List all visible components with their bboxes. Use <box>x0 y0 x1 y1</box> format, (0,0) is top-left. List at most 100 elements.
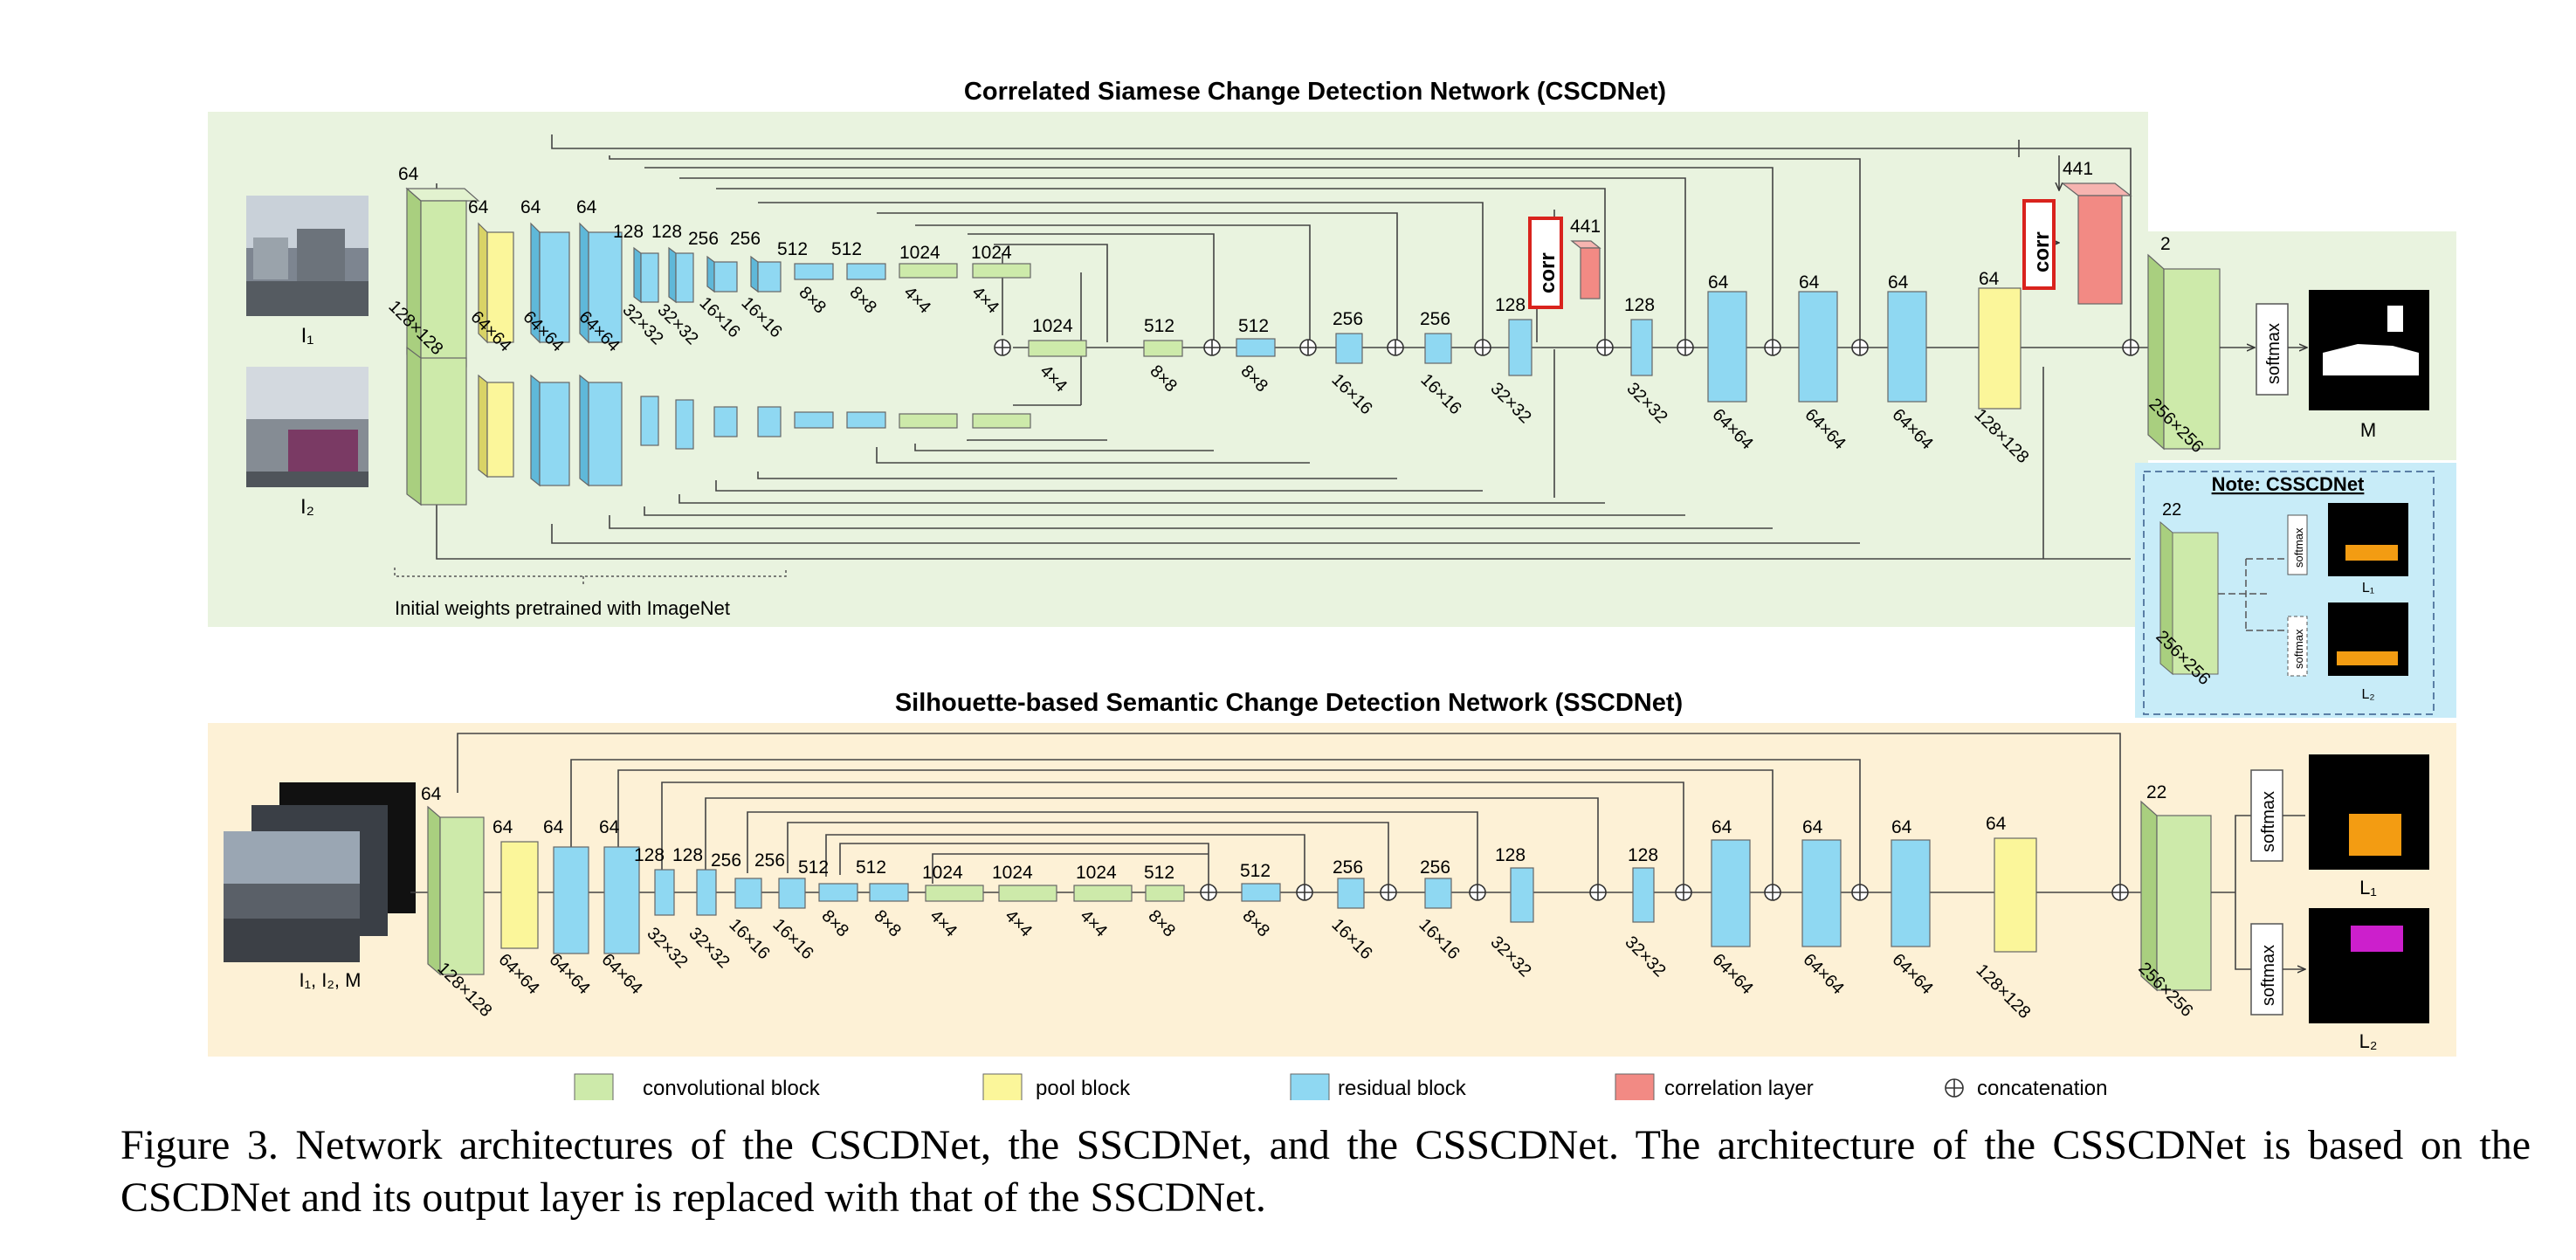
cscdnet-title: Correlated Siamese Change Detection Netw… <box>964 78 1666 106</box>
residual-block <box>579 374 589 487</box>
residual-block <box>778 878 806 909</box>
pretrain-bracket <box>394 568 787 587</box>
cscd-enc-channel-label: 1024 <box>971 243 1012 263</box>
cscd-dec-channel-label: 64 <box>1799 272 1820 293</box>
pool-block <box>478 374 488 479</box>
residual-block <box>1801 839 1842 947</box>
cscd-enc-channel-label: 64 <box>398 164 419 184</box>
residual-block <box>1510 867 1534 923</box>
residual-block <box>846 411 886 429</box>
sscd-channel-label: 64 <box>421 784 442 804</box>
cscdnet-output <box>2220 290 2429 410</box>
legend-label-concat: concatenation <box>1977 1077 2107 1100</box>
cscd-enc-channel-label: 512 <box>777 239 808 259</box>
note-title: Note: CSSCDNet <box>2212 473 2365 495</box>
cscd-dec-channel-label: 128 <box>1624 295 1655 315</box>
residual-block <box>1236 338 1276 357</box>
cscd-enc-channel-label: 512 <box>831 239 862 259</box>
residual-block <box>794 263 834 280</box>
sscd-channel-label: 128 <box>634 845 665 865</box>
cscd-dec-channel-label: 128 <box>1495 295 1526 315</box>
input-label-i1: I₁ <box>301 324 314 348</box>
sscd-softmax-box-2 <box>2250 923 2283 1016</box>
corr-box-1 <box>1528 217 1563 309</box>
residual-block <box>654 869 675 916</box>
sscd-channel-label: 512 <box>1240 861 1271 881</box>
sscd-channel-label: 64 <box>1712 817 1732 837</box>
legend-item-corr <box>1615 1073 1655 1100</box>
cscdnet-decoder <box>1028 182 2221 451</box>
residual-block <box>1891 839 1931 947</box>
cscd-enc-channel-label: 1024 <box>899 243 940 263</box>
softmax-label-cscd: softmax <box>2264 323 2283 384</box>
residual-block <box>750 255 759 293</box>
residual-block <box>675 399 694 450</box>
cscdnet-skip-lines <box>436 134 2132 560</box>
cscd-dec-channel-label: 256 <box>1333 309 1363 329</box>
sscd-channel-label: 1024 <box>992 863 1033 883</box>
conv-block <box>1145 885 1185 902</box>
note-output-label-2: L₂ <box>2361 687 2374 702</box>
pretrain-note: Initial weights pretrained with ImageNet <box>395 597 730 619</box>
residual-block <box>603 846 640 954</box>
residual-block <box>1508 319 1533 376</box>
legend <box>574 1073 1964 1100</box>
residual-block <box>1887 291 1927 403</box>
sscd-channel-label: 1024 <box>922 863 963 883</box>
corr-box-2 <box>2022 199 2056 290</box>
sscdnet-title: Silhouette-based Semantic Change Detecti… <box>895 689 1683 717</box>
cscd-enc-channel-label: 128 <box>651 222 682 242</box>
conv-block <box>1143 340 1183 357</box>
residual-block <box>1424 333 1452 364</box>
residual-block <box>1424 878 1452 909</box>
conv-block <box>925 885 984 902</box>
sscd-output-label-2: L₂ <box>2359 1030 2378 1052</box>
residual-block <box>1707 291 1747 403</box>
sscd-channel-label: 256 <box>1420 857 1450 878</box>
corr-label-2: corr <box>2030 231 2054 272</box>
legend-label-pool: pool block <box>1036 1077 1131 1100</box>
cscd-enc-channel-label: 256 <box>688 229 719 249</box>
sscd-channel-label: 22 <box>2146 782 2166 802</box>
residual-block <box>553 846 589 954</box>
cscdnet-concat-nodes <box>994 339 2139 356</box>
note-output-l1 <box>2328 503 2408 576</box>
note-softmax-2 <box>2287 616 2308 677</box>
legend-item-pool <box>982 1073 1023 1100</box>
cscd-dec-channel-label: 64 <box>1979 269 2000 289</box>
legend-item-conv <box>574 1073 614 1100</box>
figure-caption: Figure 3. Network architectures of the C… <box>121 1122 2531 1221</box>
sscdnet-output <box>2211 754 2429 1023</box>
residual-block <box>640 396 659 446</box>
softmax-box <box>2256 303 2289 396</box>
corr-label-1: corr <box>1536 252 1560 293</box>
residual-block <box>1337 878 1365 909</box>
cscd-dec-channel-label: 2 <box>2160 234 2171 254</box>
residual-block <box>1335 333 1363 364</box>
sscd-channel-label: 512 <box>1144 863 1174 883</box>
residual-block <box>1630 319 1653 376</box>
residual-block <box>1798 291 1838 403</box>
residual-block <box>794 411 834 429</box>
sscd-channel-label: 64 <box>543 817 564 837</box>
residual-block <box>668 246 677 304</box>
sscd-channel-label: 512 <box>856 857 886 878</box>
sscd-output-l2 <box>2309 908 2429 1023</box>
pool-block <box>1978 287 2022 410</box>
cscdnet-encoder-bottom <box>406 346 1031 506</box>
note-dashed-frame <box>2143 471 2435 715</box>
cscd-enc-channel-label: 128 <box>613 222 644 242</box>
residual-block <box>530 374 541 487</box>
sscd-channel-label: 64 <box>1986 814 2007 834</box>
sscd-channel-label: 128 <box>672 845 703 865</box>
input-image-i1 <box>246 196 368 316</box>
pool-block <box>1994 837 2037 953</box>
conv-block <box>972 263 1031 279</box>
architecture-diagram: Correlated Siamese Change Detection Netw… <box>208 78 2456 1100</box>
input-label-i2: I₂ <box>300 495 314 519</box>
sscd-softmax-label-1: softmax <box>2259 791 2278 852</box>
cscdnet-encoder-top <box>405 187 1031 368</box>
output-label-m: M <box>2360 419 2376 441</box>
cscd-dec-channel-label: 256 <box>1420 309 1450 329</box>
cscd-dec-channel-label: 64 <box>1888 272 1909 293</box>
